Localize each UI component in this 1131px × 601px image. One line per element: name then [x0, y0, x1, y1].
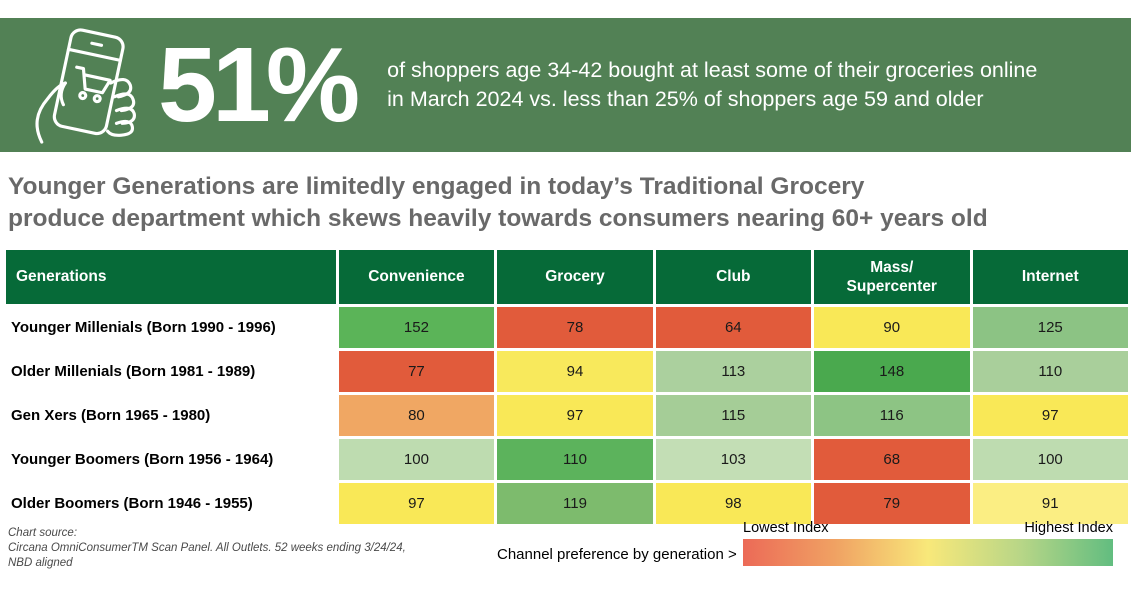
stat-description-line2: in March 2024 vs. less than 25% of shopp…	[387, 87, 984, 111]
row-label: Older Millenials (Born 1981 - 1989)	[6, 351, 336, 392]
column-header-convenience: Convenience	[338, 250, 495, 304]
heatmap-cell: 97	[338, 483, 495, 524]
index-color-legend: Lowest Index Highest Index	[743, 520, 1113, 566]
row-label: Gen Xers (Born 1965 - 1980)	[6, 395, 336, 436]
hand-holding-phone-shopping-cart-icon	[26, 26, 144, 144]
stat-callout-value: 51%	[158, 26, 360, 144]
heatmap-cell: 115	[655, 395, 811, 436]
header-banner: 51% of shoppers age 34-42 bought at leas…	[0, 18, 1131, 152]
stat-description-line1: of shoppers age 34-42 bought at least so…	[387, 58, 1038, 83]
page-title-line2: produce department which skews heavily t…	[8, 204, 988, 232]
stat-callout-description: of shoppers age 34-42 bought at least so…	[387, 56, 1037, 113]
heatmap-table: Generations Convenience Grocery Club Mas…	[3, 247, 1131, 527]
heatmap-cell: 78	[497, 307, 653, 348]
heatmap-cell: 79	[813, 483, 970, 524]
table-row: Younger Boomers (Born 1956 - 1964) 100 1…	[6, 439, 1128, 480]
table-row: Gen Xers (Born 1965 - 1980) 80 97 115 11…	[6, 395, 1128, 436]
heatmap-cell: 100	[338, 439, 495, 480]
heatmap-cell: 77	[338, 351, 495, 392]
heatmap-cell: 68	[813, 439, 970, 480]
heatmap-cell: 110	[972, 351, 1128, 392]
heatmap-cell: 80	[338, 395, 495, 436]
row-label: Older Boomers (Born 1946 - 1955)	[6, 483, 336, 524]
legend-highest-label: Highest Index	[1024, 520, 1113, 536]
column-header-internet: Internet	[972, 250, 1128, 304]
column-header-generations: Generations	[6, 250, 336, 304]
heatmap-cell: 113	[655, 351, 811, 392]
heatmap-cell: 94	[497, 351, 653, 392]
table-row: Older Boomers (Born 1946 - 1955) 97 119 …	[6, 483, 1128, 524]
heatmap-cell: 64	[655, 307, 811, 348]
column-header-club: Club	[655, 250, 811, 304]
table-row: Younger Millenials (Born 1990 - 1996) 15…	[6, 307, 1128, 348]
heatmap-cell: 97	[972, 395, 1128, 436]
page-title: Younger Generations are limitedly engage…	[8, 171, 988, 235]
column-header-mass-supercenter: Mass/ Supercenter	[813, 250, 970, 304]
heatmap-cell: 98	[655, 483, 811, 524]
legend-caption: Channel preference by generation >	[497, 546, 737, 563]
page-title-line1: Younger Generations are limitedly engage…	[8, 173, 865, 200]
row-label: Younger Millenials (Born 1990 - 1996)	[6, 307, 336, 348]
chart-source-note: Chart source: Circana OmniConsumerTM Sca…	[8, 527, 406, 570]
heatmap-cell: 110	[497, 439, 653, 480]
legend-lowest-label: Lowest Index	[743, 520, 829, 536]
heatmap-cell: 90	[813, 307, 970, 348]
legend-gradient-bar	[743, 539, 1113, 566]
heatmap-cell: 119	[497, 483, 653, 524]
column-header-grocery: Grocery	[497, 250, 653, 304]
header-row: Generations Convenience Grocery Club Mas…	[6, 250, 1128, 304]
heatmap-cell: 97	[497, 395, 653, 436]
table-row: Older Millenials (Born 1981 - 1989) 77 9…	[6, 351, 1128, 392]
heatmap-cell: 100	[972, 439, 1128, 480]
heatmap-cell: 116	[813, 395, 970, 436]
heatmap-cell: 148	[813, 351, 970, 392]
heatmap-cell: 103	[655, 439, 811, 480]
heatmap-cell: 125	[972, 307, 1128, 348]
heatmap-cell: 152	[338, 307, 495, 348]
heatmap-cell: 91	[972, 483, 1128, 524]
row-label: Younger Boomers (Born 1956 - 1964)	[6, 439, 336, 480]
